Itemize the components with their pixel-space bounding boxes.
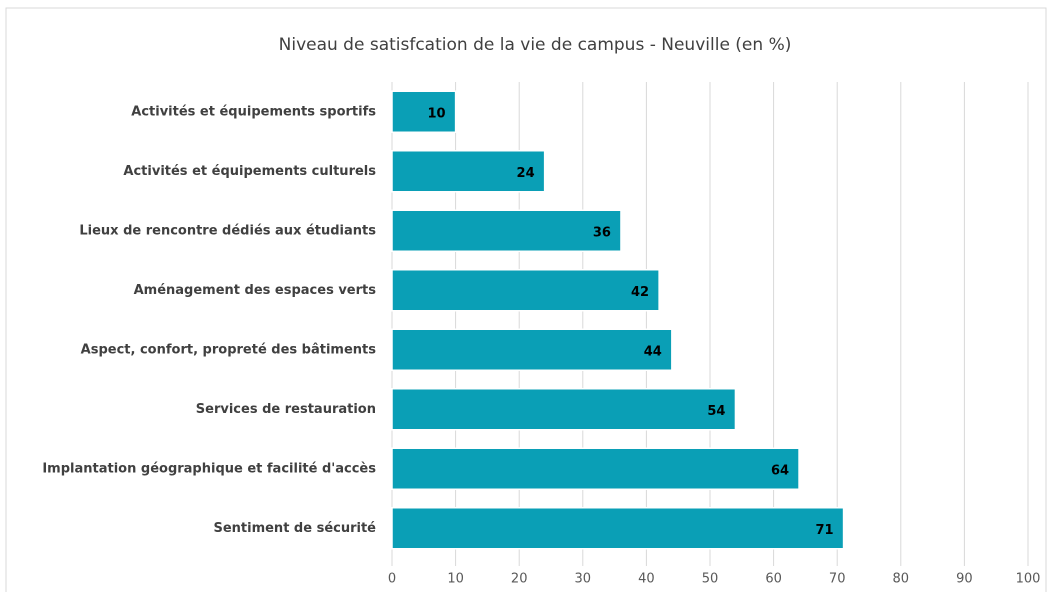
value-label: 44 <box>644 344 662 359</box>
bar <box>391 507 845 550</box>
y-tick-label: Lieux de rencontre dédiés aux étudiants <box>79 223 376 238</box>
y-tick-label: Activités et équipements culturels <box>123 164 376 179</box>
value-label: 71 <box>815 523 833 538</box>
x-tick-label: 90 <box>956 572 973 587</box>
value-label: 64 <box>771 463 789 478</box>
y-tick-label: Sentiment de sécurité <box>213 521 376 536</box>
value-label: 36 <box>593 225 611 240</box>
value-label: 54 <box>707 404 725 419</box>
bar <box>391 328 673 371</box>
x-tick-label: 10 <box>447 572 464 587</box>
x-tick-label: 40 <box>638 572 655 587</box>
y-tick-label: Services de restauration <box>196 402 376 417</box>
x-tick-label: 30 <box>575 572 592 587</box>
value-label: 10 <box>428 106 446 121</box>
chart-title: Niveau de satisfcation de la vie de camp… <box>279 35 792 55</box>
x-tick-label: 80 <box>893 572 910 587</box>
y-tick-label: Aménagement des espaces verts <box>134 283 377 298</box>
x-tick-label: 100 <box>1016 572 1041 587</box>
bar <box>391 447 800 490</box>
bar <box>391 209 622 252</box>
bar <box>391 269 660 312</box>
x-tick-label: 0 <box>388 572 396 587</box>
value-label: 42 <box>631 285 649 300</box>
y-tick-label: Aspect, confort, propreté des bâtiments <box>81 342 377 357</box>
x-tick-label: 60 <box>765 572 782 587</box>
y-tick-label: Activités et équipements sportifs <box>131 104 376 119</box>
x-tick-label: 20 <box>511 572 528 587</box>
x-tick-label: 50 <box>702 572 719 587</box>
bar <box>391 388 737 431</box>
y-tick-label: Implantation géographique et facilité d'… <box>42 461 376 476</box>
value-label: 24 <box>517 166 535 181</box>
bar <box>391 90 457 133</box>
bar <box>391 150 546 193</box>
x-tick-label: 70 <box>829 572 846 587</box>
